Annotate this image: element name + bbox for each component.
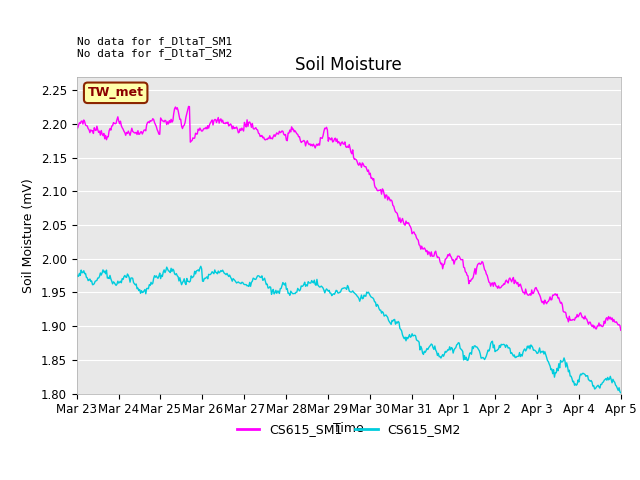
X-axis label: Time: Time	[333, 422, 364, 435]
CS615_SM1	[337, 143, 344, 148]
CS615_SM2	[265, 285, 273, 291]
CS615_SM1	[73, 124, 81, 130]
Text: No data for f_DltaT_SM1
No data for f_DltaT_SM2: No data for f_DltaT_SM1 No data for f_Dl…	[77, 36, 232, 59]
CS615_SM2	[337, 289, 344, 295]
Line: CS615_SM1: CS615_SM1	[77, 107, 621, 330]
CS615_SM1	[588, 322, 595, 328]
CS615_SM1	[265, 136, 273, 142]
CS615_SM2	[73, 274, 81, 280]
CS615_SM1	[185, 104, 193, 109]
CS615_SM2	[617, 390, 625, 396]
CS615_SM1	[292, 130, 300, 135]
Y-axis label: Soil Moisture (mV): Soil Moisture (mV)	[22, 178, 35, 293]
Title: Soil Moisture: Soil Moisture	[296, 56, 402, 74]
Line: CS615_SM2: CS615_SM2	[77, 266, 621, 393]
Legend: CS615_SM1, CS615_SM2: CS615_SM1, CS615_SM2	[232, 418, 466, 441]
CS615_SM1	[102, 132, 109, 138]
CS615_SM2	[197, 264, 205, 269]
CS615_SM1	[243, 117, 251, 123]
Text: TW_met: TW_met	[88, 86, 144, 99]
CS615_SM2	[588, 378, 595, 384]
CS615_SM2	[243, 283, 251, 289]
CS615_SM2	[292, 289, 300, 295]
CS615_SM2	[102, 271, 109, 276]
CS615_SM1	[617, 327, 625, 333]
